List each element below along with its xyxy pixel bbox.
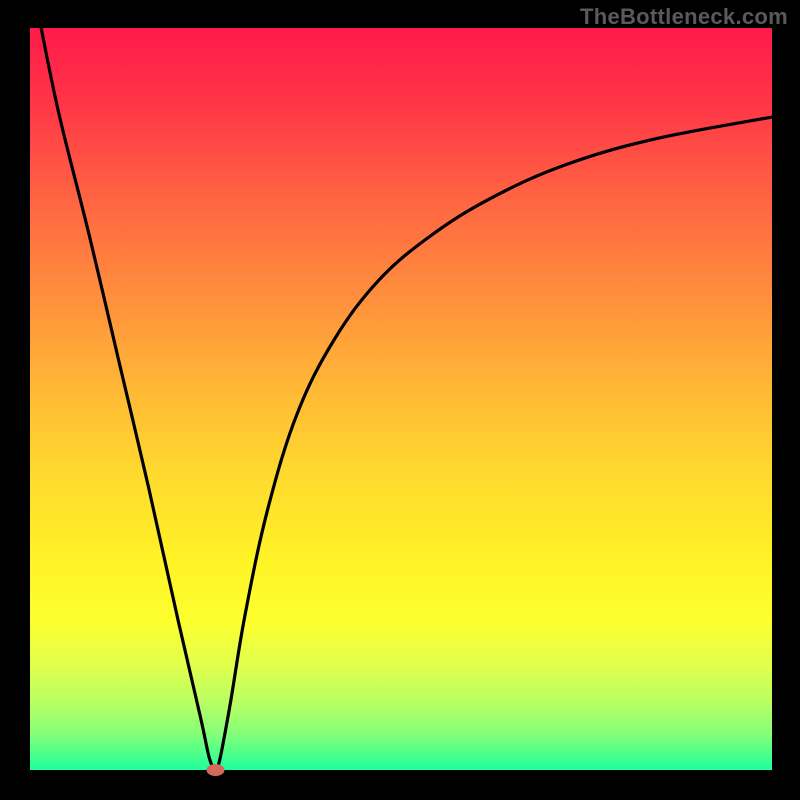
bottleneck-chart <box>0 0 800 800</box>
minimum-marker <box>207 764 225 776</box>
watermark-label: TheBottleneck.com <box>580 4 788 30</box>
plot-background <box>30 28 772 770</box>
chart-container: { "watermark": { "text": "TheBottleneck.… <box>0 0 800 800</box>
